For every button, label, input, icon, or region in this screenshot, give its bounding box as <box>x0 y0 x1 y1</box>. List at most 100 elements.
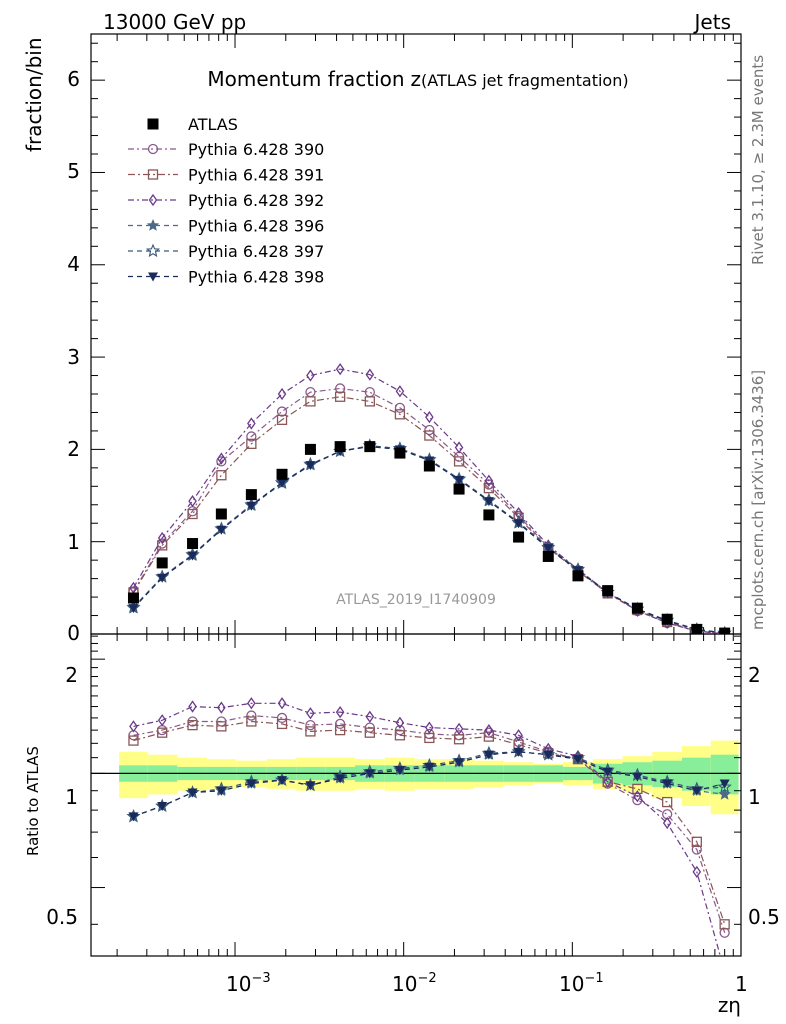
legend-label: Pythia 6.428 397 <box>188 242 324 261</box>
y-axis-label: fraction/bin <box>22 38 46 153</box>
data-point <box>484 474 494 487</box>
data-point <box>633 790 642 803</box>
data-point <box>276 468 288 480</box>
data-point <box>483 509 495 521</box>
data-point <box>513 519 524 529</box>
series-line <box>133 714 726 933</box>
ratio-y-axis-label: Ratio to ATLAS <box>24 746 42 856</box>
data-point <box>484 723 494 737</box>
data-point <box>691 844 702 855</box>
series-line <box>133 751 725 817</box>
main-series <box>126 362 732 634</box>
data-point <box>216 456 227 467</box>
series-line <box>132 368 725 634</box>
data-point <box>187 719 198 731</box>
data-point <box>572 755 583 765</box>
data-point <box>454 758 465 768</box>
data-point <box>717 779 732 794</box>
x-tick-label: 10−3 <box>226 971 271 996</box>
category-label: Jets <box>693 10 731 34</box>
data-point <box>423 460 435 472</box>
data-point <box>424 430 435 441</box>
data-point <box>632 783 643 795</box>
data-point <box>662 779 673 789</box>
data-point <box>662 796 673 808</box>
title-main: Momentum fraction <box>207 67 404 91</box>
data-point <box>127 592 139 604</box>
ratio-y-tick-label: 0.5 <box>46 905 78 929</box>
data-point <box>246 501 257 511</box>
data-point <box>276 406 288 417</box>
chart-title: Momentum fraction z(ATLAS jet fragmentati… <box>207 67 628 91</box>
data-point <box>145 243 161 258</box>
data-point <box>514 729 523 742</box>
data-point <box>246 438 257 449</box>
ratio-y-tick-label: 1 <box>65 785 78 809</box>
data-point <box>334 391 346 402</box>
data-point <box>277 387 287 401</box>
data-point <box>454 441 464 454</box>
data-point <box>277 776 288 786</box>
legend-label: Pythia 6.428 392 <box>188 191 324 210</box>
x-tick-label: 1 <box>735 972 748 996</box>
y-tick-label: 6 <box>67 67 80 91</box>
data-point <box>217 452 226 465</box>
data-point <box>364 769 375 779</box>
data-point <box>187 788 198 798</box>
y-tick-label: 0 <box>67 621 80 645</box>
data-point <box>334 441 346 453</box>
x-tick-label: 10−1 <box>559 971 604 996</box>
data-point <box>187 538 199 550</box>
data-point <box>334 724 346 736</box>
data-point <box>277 478 288 488</box>
data-point <box>276 414 288 425</box>
data-point <box>216 721 227 732</box>
ratio-series <box>126 697 732 956</box>
data-point <box>246 716 257 727</box>
axes <box>90 33 742 957</box>
legend: ATLAS Pythia 6.428 390 Pythia 6.428 391 Pyt… <box>128 115 324 287</box>
series-line <box>132 387 725 634</box>
ratio-y-tick-label-right: 2 <box>748 663 761 687</box>
data-point <box>454 475 465 485</box>
data-point <box>247 417 256 430</box>
data-point <box>395 716 405 729</box>
data-point <box>277 697 287 710</box>
series-line <box>132 396 725 634</box>
ratio-series-line <box>129 697 721 956</box>
data-point <box>157 573 168 583</box>
series-line <box>133 702 721 956</box>
data-point <box>246 710 257 721</box>
data-point <box>147 118 159 130</box>
data-point <box>483 731 495 742</box>
ratio-y-tick-label: 2 <box>65 663 78 687</box>
data-point <box>394 402 406 413</box>
data-point <box>483 497 494 507</box>
data-point <box>572 570 584 582</box>
series-line <box>133 751 725 817</box>
data-point <box>394 447 406 459</box>
x-axis-label: zη <box>718 993 741 1017</box>
data-point <box>424 424 435 436</box>
ratio-series-line <box>128 710 730 938</box>
data-point <box>188 494 197 508</box>
data-point <box>483 750 494 760</box>
data-point <box>365 368 375 381</box>
data-point <box>128 735 139 746</box>
data-point <box>453 456 465 467</box>
data-point <box>215 508 227 520</box>
data-point <box>394 730 406 741</box>
data-point <box>305 781 316 791</box>
title-suffix: (ATLAS jet fragmentation) <box>421 71 629 90</box>
data-point <box>542 550 554 562</box>
y-tick-label: 1 <box>67 530 80 554</box>
legend-label: Pythia 6.428 398 <box>188 268 324 287</box>
data-point <box>247 697 256 710</box>
data-point <box>424 762 435 772</box>
data-point <box>425 721 434 734</box>
data-point <box>691 836 702 847</box>
ratio-y-tick-labels: 0.5 1 2 0.5 1 2 <box>46 663 780 929</box>
data-point <box>216 786 227 796</box>
ratio-series-line <box>128 716 730 930</box>
